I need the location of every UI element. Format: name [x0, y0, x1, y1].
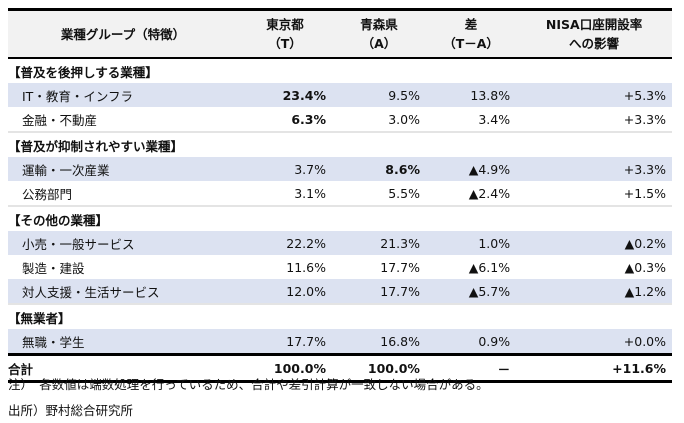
table-row: 製造・建設 11.6% 17.7% ▲6.1% ▲0.3%: [8, 255, 672, 279]
cell-n: +0.0%: [623, 333, 666, 349]
cell-d: 1.0%: [478, 235, 511, 251]
section-row: 【無業者】: [8, 303, 672, 329]
source: 出所）野村総合研究所: [8, 403, 134, 418]
section-row: 【普及が抑制されやすい業種】: [8, 131, 672, 157]
cell-a: 17.7%: [380, 283, 420, 299]
row-label: 製造・建設: [22, 260, 85, 276]
table-row: 公務部門 3.1% 5.5% ▲2.4% +1.5%: [8, 181, 672, 206]
total-label: 合計: [8, 353, 238, 383]
cell-a: 3.0%: [388, 111, 420, 127]
total-row: 合計 100.0% 100.0% － +11.6%: [8, 353, 672, 383]
header-tokyo: 東京都 （T）: [238, 8, 332, 59]
cell-t: 3.7%: [294, 161, 326, 177]
total-d: －: [425, 353, 517, 383]
total-n: +11.6%: [516, 353, 672, 383]
header-aomori-l2: （A）: [361, 36, 397, 51]
table-row: 運輸・一次産業 3.7% 8.6% ▲4.9% +3.3%: [8, 157, 672, 181]
header-aomori: 青森県 （A）: [331, 8, 426, 59]
section-title: 【普及を後押しする業種】: [8, 64, 158, 80]
cell-d: 3.4%: [478, 111, 511, 127]
header-diff-l2: （T－A）: [443, 36, 499, 51]
header-tokyo-l2: （T）: [268, 36, 302, 51]
row-label: 無職・学生: [22, 334, 85, 350]
cell-n: ▲0.3%: [624, 259, 666, 275]
header-diff-l1: 差: [464, 17, 478, 32]
row-label: 公務部門: [22, 186, 73, 202]
row-label: 対人支援・生活サービス: [22, 284, 160, 300]
cell-n: ▲1.2%: [624, 283, 666, 299]
cell-n: +5.3%: [623, 87, 666, 103]
cell-n: +1.5%: [623, 185, 666, 201]
cell-a: 8.6%: [385, 161, 420, 177]
cell-t: 22.2%: [286, 235, 326, 251]
section-title: 【普及が抑制されやすい業種】: [8, 131, 672, 157]
header-tokyo-l1: 東京都: [266, 17, 304, 32]
cell-d: ▲5.7%: [468, 283, 511, 299]
cell-t: 6.3%: [291, 111, 326, 127]
section-title: 【無業者】: [8, 303, 672, 329]
row-label: IT・教育・インフラ: [22, 88, 133, 104]
total-t: 100.0%: [238, 353, 332, 383]
cell-t: 17.7%: [286, 333, 326, 349]
cell-t: 12.0%: [286, 283, 326, 299]
header-row: 業種グループ（特徴） 東京都 （T） 青森県 （A） 差 （T－A） NISA口座開設…: [8, 8, 672, 59]
header-aomori-l1: 青森県: [360, 17, 398, 32]
table-row: 無職・学生 17.7% 16.8% 0.9% +0.0%: [8, 329, 672, 355]
header-industry: 業種グループ（特徴）: [8, 8, 238, 59]
cell-d: 13.8%: [470, 87, 511, 103]
industry-table: 業種グループ（特徴） 東京都 （T） 青森県 （A） 差 （T－A） NISA口座開設…: [8, 8, 672, 383]
row-label: 運輸・一次産業: [22, 162, 110, 178]
table-row: 対人支援・生活サービス 12.0% 17.7% ▲5.7% ▲1.2%: [8, 279, 672, 304]
cell-d: ▲6.1%: [468, 259, 511, 275]
table-row: 小売・一般サービス 22.2% 21.3% 1.0% ▲0.2%: [8, 231, 672, 255]
cell-a: 5.5%: [388, 185, 420, 201]
cell-n: ▲0.2%: [624, 235, 666, 251]
cell-d: 0.9%: [478, 333, 511, 349]
cell-t: 23.4%: [282, 87, 326, 103]
total-a: 100.0%: [331, 353, 426, 383]
cell-a: 17.7%: [380, 259, 420, 275]
section-row: 【普及を後押しする業種】: [8, 58, 672, 83]
header-diff: 差 （T－A）: [425, 8, 517, 59]
row-label: 小売・一般サービス: [22, 236, 135, 252]
section-row: 【その他の業種】: [8, 205, 672, 231]
cell-d: ▲2.4%: [468, 185, 511, 201]
header-nisa-l2: への影響: [569, 36, 620, 51]
header-nisa-l1: NISA口座開設率: [545, 17, 643, 32]
table-row: 金融・不動産 6.3% 3.0% 3.4% +3.3%: [8, 107, 672, 132]
cell-a: 9.5%: [388, 87, 420, 103]
cell-t: 3.1%: [294, 185, 326, 201]
row-label: 金融・不動産: [22, 112, 98, 128]
section-title: 【その他の業種】: [8, 205, 672, 231]
note: 注） 各数値は端数処理を行っているため、合計や差引計算が一致しない場合がある。: [8, 377, 489, 392]
cell-d: ▲4.9%: [468, 161, 511, 177]
cell-a: 21.3%: [380, 235, 420, 251]
cell-t: 11.6%: [286, 259, 326, 275]
cell-n: +3.3%: [623, 111, 666, 127]
table-row: IT・教育・インフラ 23.4% 9.5% 13.8% +5.3%: [8, 83, 672, 107]
header-nisa: NISA口座開設率 への影響: [516, 8, 672, 59]
cell-n: +3.3%: [623, 161, 666, 177]
cell-a: 16.8%: [380, 333, 420, 349]
